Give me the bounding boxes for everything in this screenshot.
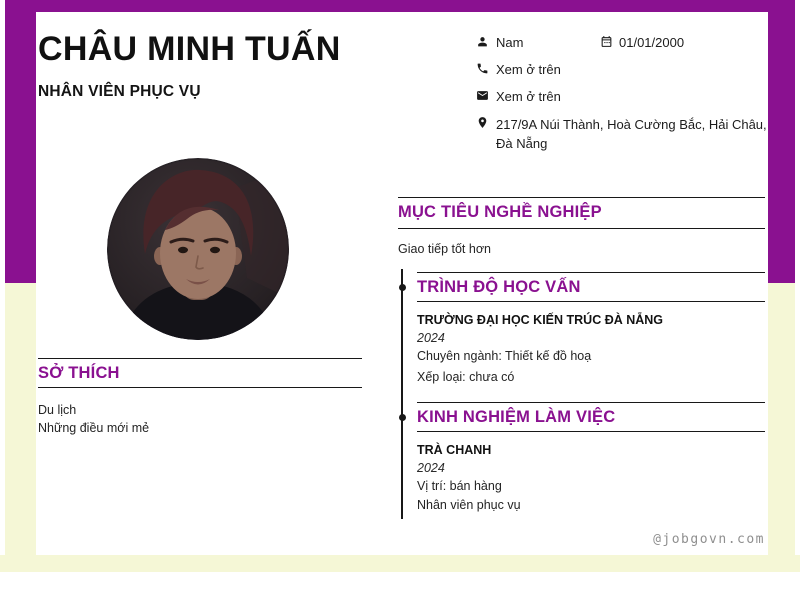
education-grade: Xếp loại: chưa có — [417, 370, 515, 384]
objective-rule-bottom — [398, 228, 765, 229]
timeline-dot-education — [398, 283, 406, 291]
profile-photo — [107, 158, 289, 340]
objective-section-title: MỤC TIÊU NGHỀ NGHIỆP — [398, 203, 602, 221]
contact-row-address: 217/9A Núi Thành, Hoà Cường Bắc, Hải Châ… — [476, 115, 768, 153]
timeline-dot-experience — [398, 413, 406, 421]
education-rule-bottom — [417, 301, 765, 302]
contact-block: Nam 01/01/2000 Xem ở trên Xem ở trên — [476, 34, 768, 163]
calendar-icon — [600, 35, 613, 48]
hobbies-section-title: SỞ THÍCH — [38, 364, 120, 382]
phone-value: Xem ở trên — [496, 62, 561, 77]
experience-section-title: KINH NGHIỆM LÀM VIỆC — [417, 408, 616, 426]
location-pin-icon — [476, 116, 489, 129]
phone-icon — [476, 62, 489, 75]
gender-value: Nam — [496, 35, 524, 50]
address-value: 217/9A Núi Thành, Hoà Cường Bắc, Hải Châ… — [496, 117, 767, 151]
contact-row-phone: Xem ở trên — [476, 61, 768, 78]
experience-rule-bottom — [417, 431, 765, 432]
hobbies-rule-top — [38, 358, 362, 359]
hobbies-rule-bottom — [38, 387, 362, 388]
experience-rule-top — [417, 402, 765, 403]
experience-position: Vị trí: bán hàng — [417, 479, 502, 493]
timeline-line — [401, 269, 403, 519]
site-watermark: @jobgovn.com — [653, 532, 765, 547]
candidate-job-title: NHÂN VIÊN PHỤC VỤ — [38, 83, 201, 100]
border-frame-bottom — [0, 555, 800, 572]
objective-rule-top — [398, 197, 765, 198]
experience-company: TRÀ CHANH — [417, 443, 492, 457]
experience-detail: Nhân viên phục vụ — [417, 498, 521, 512]
email-icon — [476, 89, 489, 102]
objective-content: Giao tiếp tốt hơn — [398, 242, 491, 256]
cv-sheet: CHÂU MINH TUẤN NHÂN VIÊN PHỤC VỤ Nam 01/… — [36, 12, 768, 555]
education-section-title: TRÌNH ĐỘ HỌC VẤN — [417, 278, 581, 296]
education-major: Chuyên ngành: Thiết kế đồ hoạ — [417, 349, 592, 363]
education-rule-top — [417, 272, 765, 273]
education-school: TRƯỜNG ĐẠI HỌC KIẾN TRÚC ĐÀ NẴNG — [417, 313, 664, 327]
contact-row-gender-birthday: Nam 01/01/2000 — [476, 34, 768, 51]
birthday-group: 01/01/2000 — [600, 34, 684, 51]
birthday-value: 01/01/2000 — [619, 35, 685, 50]
hobby-item: Du lịch — [38, 403, 77, 417]
person-icon — [476, 35, 489, 48]
education-year: 2024 — [417, 331, 445, 345]
hobby-item: Những điều mới mẻ — [38, 421, 150, 435]
portrait-illustration — [107, 158, 289, 340]
email-value: Xem ở trên — [496, 89, 561, 104]
contact-row-email: Xem ở trên — [476, 88, 768, 105]
candidate-name: CHÂU MINH TUẤN — [38, 30, 341, 68]
experience-year: 2024 — [417, 461, 445, 475]
